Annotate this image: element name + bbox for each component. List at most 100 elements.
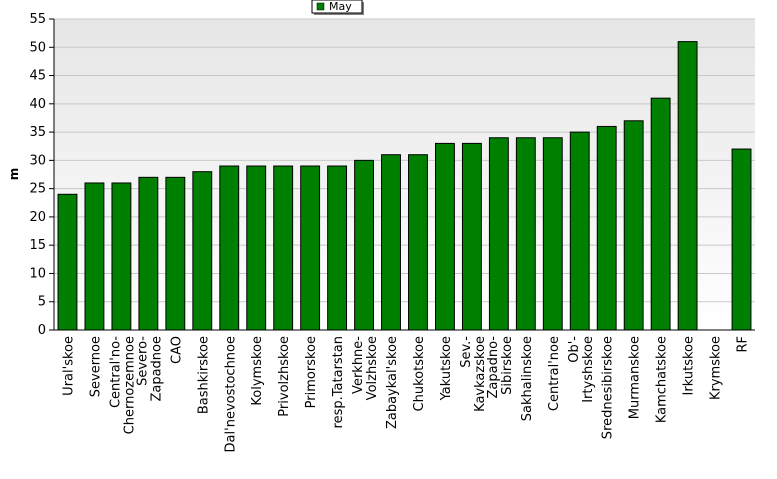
x-category-label-line: Verkhne-	[351, 336, 366, 394]
x-category-label-line: Volzhskoe	[365, 336, 380, 400]
bar	[273, 165, 294, 331]
bar	[138, 176, 159, 331]
x-category-label-line: Ural'skoe	[61, 336, 76, 396]
x-category-label: Ural'skoe	[61, 336, 76, 396]
x-category-label-line: Ob'-	[567, 336, 582, 363]
bar	[542, 137, 563, 331]
x-category-label: Srednesibirskoe	[601, 336, 616, 439]
x-category-label: Bashkirskoe	[196, 336, 211, 414]
bar	[246, 165, 267, 331]
x-category-label: Verkhne- Volzhskoe	[351, 336, 380, 401]
bar	[354, 159, 374, 331]
x-category-label: resp.Tatarstan	[331, 336, 346, 428]
x-category-label-line: Kolymskoe	[250, 336, 265, 406]
legend-label: May	[329, 0, 352, 13]
bar	[165, 176, 186, 331]
x-category-label-line: Privolzhskoe	[277, 336, 292, 417]
bar	[219, 165, 240, 331]
x-category-label: CAO	[169, 336, 184, 364]
bar	[327, 165, 348, 331]
bar	[300, 165, 321, 331]
y-tick-label: 15	[29, 238, 46, 253]
x-category-label: Dal'nevostochnoe	[223, 336, 238, 452]
x-category-label-line: Sibirskoe	[500, 336, 515, 395]
x-category-label-line: Central'no-	[108, 336, 123, 408]
x-category-label: Krymskoe	[709, 336, 724, 400]
x-category-label-line: Zapadno-	[486, 336, 501, 399]
bar	[84, 182, 105, 331]
y-tick-label: 45	[29, 69, 46, 84]
x-category-label-line: Chernozemnoe	[122, 336, 137, 434]
y-tick-label: 30	[29, 153, 46, 168]
x-category-label-line: Bashkirskoe	[196, 336, 211, 414]
x-category-label: Chukotskoe	[412, 336, 427, 411]
y-tick-label: 10	[29, 266, 46, 281]
x-category-label: Zapadno- Sibirskoe	[486, 336, 515, 399]
x-category-label-line: Severo-	[135, 336, 150, 386]
bar	[731, 148, 752, 331]
y-tick-label: 40	[29, 97, 46, 112]
bar	[623, 120, 644, 331]
x-category-label: Central'no- Chernozemnoe	[108, 336, 137, 435]
x-category-label-line: Chukotskoe	[412, 336, 427, 411]
y-tick-label: 35	[29, 125, 46, 140]
y-tick-label: 0	[38, 323, 46, 338]
legend-box	[311, 0, 363, 14]
y-tick-label: 50	[29, 40, 46, 55]
x-category-label-line: Irkutskoe	[682, 336, 697, 395]
x-category-label-line: RF	[736, 336, 751, 353]
x-category-labels: Ural'skoe Severnoe Central'no- Chernozemnoe…	[61, 336, 750, 453]
x-category-label-line: Irtyshskoe	[581, 336, 596, 403]
x-category-label: Zabaykal'skoe	[385, 336, 400, 429]
plot-area	[54, 19, 755, 330]
bar	[569, 131, 590, 331]
bar	[57, 193, 78, 331]
x-category-label-line: Srednesibirskoe	[601, 336, 616, 439]
x-category-label: Kamchatskoe	[655, 336, 670, 423]
x-category-label-line: Murmanskoe	[628, 336, 643, 419]
bar	[488, 137, 509, 331]
x-category-label: Primorskoe	[304, 336, 319, 408]
x-category-label-line: Sakhalinskoe	[520, 336, 535, 421]
x-category-label: RF	[736, 336, 751, 353]
bar	[677, 41, 698, 331]
x-category-label: Severnoe	[88, 336, 103, 397]
x-category-label-line: Yakutskoe	[439, 336, 454, 401]
x-category-label-line: Zabaykal'skoe	[385, 336, 400, 429]
x-category-label-line: Krymskoe	[709, 336, 724, 400]
bar	[650, 97, 671, 331]
y-tick-labels: 0 5 10 15 20 25 30 35 40 45 50 55	[29, 12, 46, 338]
x-category-label-line: resp.Tatarstan	[331, 336, 346, 428]
y-tick-label: 55	[29, 12, 46, 27]
x-category-label-line: Dal'nevostochnoe	[223, 336, 238, 452]
bar	[408, 154, 428, 331]
x-category-label: Irkutskoe	[682, 336, 697, 395]
x-category-label-line: Severnoe	[88, 336, 103, 397]
y-tick-label: 5	[38, 295, 46, 310]
bar	[596, 125, 617, 331]
bar	[111, 182, 132, 331]
bar	[461, 142, 482, 331]
x-category-label: Sev.- Kavkazskoe	[459, 336, 488, 412]
x-category-label-line: Sev.-	[459, 336, 474, 368]
x-category-label-line: Primorskoe	[304, 336, 319, 408]
y-tick-label: 25	[29, 182, 46, 197]
bar	[435, 142, 455, 331]
x-category-label: Central'noe	[547, 336, 562, 411]
x-category-label: Privolzhskoe	[277, 336, 292, 417]
bar	[515, 137, 536, 331]
x-category-label-line: Zapadnoe	[149, 336, 164, 402]
x-category-label: Murmanskoe	[628, 336, 643, 419]
axes	[49, 18, 755, 331]
y-tick-label: 20	[29, 210, 46, 225]
x-category-label-line: CAO	[169, 336, 184, 364]
x-category-label: Severo- Zapadnoe	[135, 336, 164, 402]
legend-swatch	[316, 2, 325, 11]
bar	[192, 171, 213, 331]
y-axis-title: m	[7, 168, 21, 181]
x-category-label-line: Central'noe	[547, 336, 562, 411]
legend: May	[311, 0, 364, 15]
x-category-label: Kolymskoe	[250, 336, 265, 406]
x-category-label: Sakhalinskoe	[520, 336, 535, 421]
